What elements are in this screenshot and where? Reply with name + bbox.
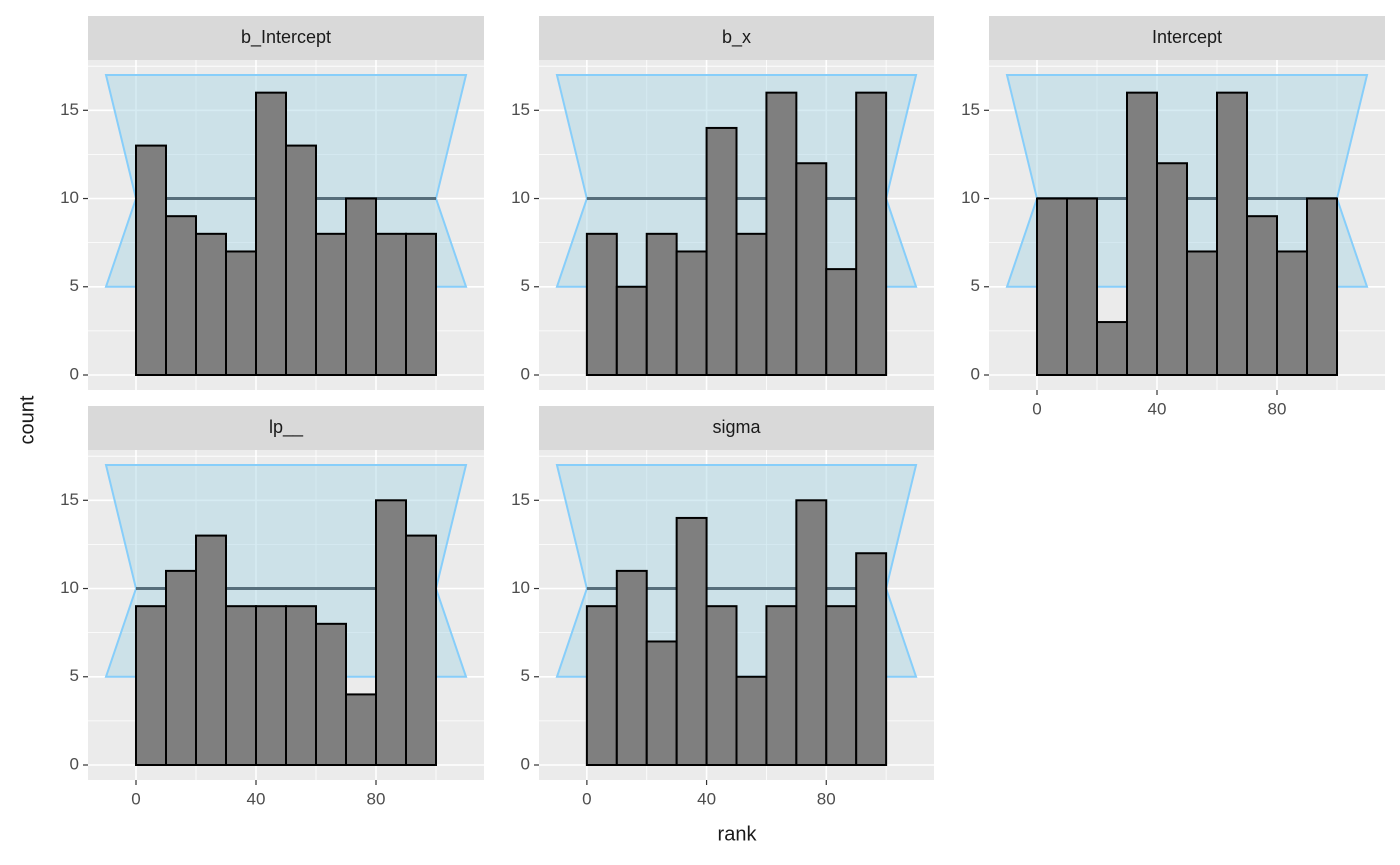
histogram-bar <box>1276 250 1308 376</box>
y-axis-title: count <box>16 395 38 444</box>
histogram-bar <box>705 605 738 766</box>
histogram-bar <box>255 605 287 766</box>
histogram-bar <box>195 232 227 376</box>
histogram-bar <box>795 162 828 376</box>
strip <box>539 406 934 450</box>
x-tick-label: 40 <box>697 789 716 808</box>
strip-label: sigma <box>712 417 761 437</box>
y-tick-label: 5 <box>521 666 530 685</box>
y-tick-label: 5 <box>521 276 530 295</box>
histogram-bar <box>135 605 167 766</box>
y-tick-label: 0 <box>521 364 530 383</box>
histogram-bar <box>315 622 347 767</box>
histogram-bar <box>1096 321 1128 377</box>
histogram-bar <box>855 552 888 766</box>
x-axis-title: rank <box>718 823 758 845</box>
histogram-bar <box>375 499 407 766</box>
histogram-bar <box>1066 197 1098 376</box>
histogram-bar <box>825 605 858 766</box>
histogram-bar <box>1126 91 1158 376</box>
histogram-bar <box>1186 250 1218 376</box>
histogram-bar <box>1036 197 1068 376</box>
histogram-bar <box>705 126 738 376</box>
y-tick-label: 5 <box>971 276 980 295</box>
y-tick-label: 15 <box>511 100 530 119</box>
x-tick-label: 40 <box>247 789 266 808</box>
histogram-bar <box>135 144 167 376</box>
y-tick-label: 15 <box>961 100 980 119</box>
strip-label: b_x <box>722 27 751 48</box>
histogram-bar <box>255 91 287 376</box>
strip-label: lp__ <box>269 417 304 438</box>
histogram-bar <box>1216 91 1248 376</box>
histogram-bar <box>645 640 678 766</box>
y-tick-label: 10 <box>511 578 530 597</box>
y-tick-label: 15 <box>60 490 79 509</box>
x-tick-label: 80 <box>1268 399 1287 418</box>
histogram-bar <box>1246 215 1278 376</box>
strip <box>88 16 484 60</box>
y-tick-label: 5 <box>70 666 79 685</box>
histogram-bar <box>855 91 888 376</box>
histogram-bar <box>405 534 437 767</box>
histogram-bar <box>225 250 257 376</box>
histogram-bar <box>675 516 708 766</box>
strip <box>989 16 1385 60</box>
y-tick-label: 0 <box>971 364 980 383</box>
y-tick-label: 10 <box>60 188 79 207</box>
histogram-bar <box>285 144 317 376</box>
histogram-bar <box>795 499 828 766</box>
histogram-bar <box>585 232 618 376</box>
histogram-bar <box>345 197 377 376</box>
x-tick-label: 0 <box>131 789 140 808</box>
histogram-bar <box>765 91 798 376</box>
histogram-bar <box>195 534 227 767</box>
strip <box>539 16 934 60</box>
histogram-bar <box>165 215 197 376</box>
histogram-bar <box>405 232 437 376</box>
y-tick-label: 15 <box>511 490 530 509</box>
y-tick-label: 10 <box>511 188 530 207</box>
histogram-bar <box>615 285 648 376</box>
strip-label: b_Intercept <box>241 27 331 48</box>
histogram-bar <box>645 232 678 376</box>
histogram-bar <box>375 232 407 376</box>
x-tick-label: 0 <box>1032 399 1041 418</box>
strip <box>88 406 484 450</box>
histogram-bar <box>1306 197 1338 376</box>
histogram-bar <box>615 569 648 766</box>
y-tick-label: 10 <box>60 578 79 597</box>
y-tick-label: 5 <box>70 276 79 295</box>
histogram-bar <box>1156 162 1188 376</box>
y-tick-label: 10 <box>961 188 980 207</box>
y-tick-label: 0 <box>521 754 530 773</box>
histogram-bar <box>165 569 197 766</box>
y-tick-label: 15 <box>60 100 79 119</box>
histogram-bar <box>735 232 768 376</box>
y-tick-label: 0 <box>70 754 79 773</box>
histogram-bar <box>765 605 798 766</box>
histogram-bar <box>585 605 618 766</box>
histogram-bar <box>285 605 317 766</box>
y-tick-label: 0 <box>70 364 79 383</box>
x-tick-label: 40 <box>1148 399 1167 418</box>
strip-label: Intercept <box>1152 27 1222 47</box>
x-tick-label: 80 <box>817 789 836 808</box>
histogram-bar <box>735 675 768 766</box>
histogram-bar <box>825 268 858 376</box>
histogram-bar <box>345 693 377 766</box>
histogram-bar <box>675 250 708 376</box>
histogram-bar <box>315 232 347 376</box>
x-tick-label: 80 <box>367 789 386 808</box>
x-tick-label: 0 <box>582 789 591 808</box>
histogram-bar <box>225 605 257 766</box>
